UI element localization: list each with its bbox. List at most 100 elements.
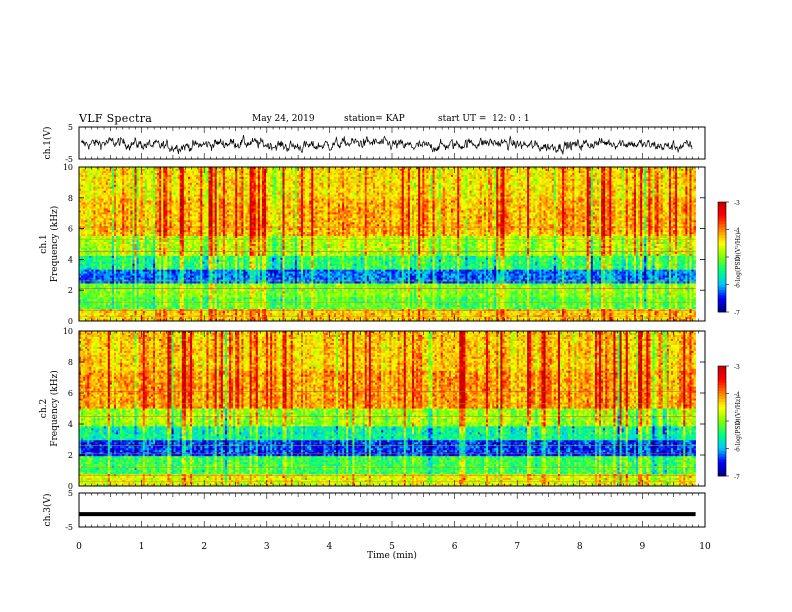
ch1-waveform-line (81, 135, 692, 154)
ch2-spec-colorbar-tick-label: -6 (734, 447, 740, 454)
xtick-label: 1 (139, 542, 145, 552)
ch1-spec-ylabel: Frequency (kHz) (49, 206, 60, 283)
ch1-spec-colorbar-cell (718, 235, 726, 238)
ch2-spec-ytick-label: 10 (63, 327, 73, 336)
ch2-spec-colorbar-cell (718, 399, 726, 402)
ch2-spec-colorbar-cell (718, 410, 726, 413)
ch1-spec-colorbar-cell (718, 285, 726, 288)
ch1-spec-colorbar-tick-label: -7 (734, 310, 740, 317)
ch1-spec-colorbar-cell (718, 227, 726, 230)
ch1-spec-colorbar-cell (718, 238, 726, 241)
ch1-spec-colorbar-cell (718, 249, 726, 252)
ch2-spec-colorbar-tick-label: -7 (734, 474, 740, 481)
ch1-spec-colorbar-cell (718, 271, 726, 274)
ch1-spec-colorbar-cell (718, 243, 726, 246)
ch1-spec-colorbar-cell (718, 219, 726, 222)
ch2-spec-colorbar-cell (718, 429, 726, 432)
ch1-spec-colorbar-cell (718, 213, 726, 216)
ch1-spec-channel-label: ch.1 (39, 234, 49, 253)
ch1-spec-colorbar-cell (718, 260, 726, 263)
ch1-spec-colorbar-cell (718, 221, 726, 224)
ch1-spec-colorbar-cell (718, 304, 726, 307)
ch1-spec-colorbar-cell (718, 265, 726, 268)
ch2-spec-ytick-label: 2 (68, 451, 73, 460)
ch2-spec-ytick-label: 4 (68, 420, 73, 429)
ch1-spec-colorbar-cell (718, 230, 726, 233)
ch1-spec-colorbar-cell (718, 296, 726, 299)
ch2-spec-colorbar-cell (718, 396, 726, 399)
ch2-spec-colorbar-cell (718, 416, 726, 419)
ch2-spec-colorbar-label: log(PSD)(V²/Hz) (735, 397, 742, 446)
ch2-spec-colorbar-cell (718, 377, 726, 380)
xaxis-label: Time (min) (367, 550, 417, 561)
ch2-spec-colorbar-cell (718, 462, 726, 465)
ch2-spec-colorbar-cell (718, 402, 726, 405)
ch2-spec-ylabel: Frequency (kHz) (49, 370, 60, 447)
ch1-spec-colorbar-cell (718, 276, 726, 279)
ch1-spec-ytick-label: 2 (68, 286, 73, 295)
ch2-spec-colorbar-cell (718, 454, 726, 457)
ch1-spec-colorbar-cell (718, 232, 726, 235)
ch1-spec-colorbar-cell (718, 301, 726, 304)
ch3-ytick-label: 5 (68, 489, 73, 498)
ch1-spec-colorbar-cell (718, 224, 726, 227)
ch1-spec-colorbar-cell (718, 202, 726, 205)
xtick-label: 7 (514, 542, 520, 552)
ch2-spec-colorbar-cell (718, 388, 726, 391)
ch2-spec-colorbar-cell (718, 446, 726, 449)
ch2-spec-colorbar-cell (718, 372, 726, 375)
ch1-spec-colorbar-cell (718, 210, 726, 213)
ch1-spec-colorbar-cell (718, 307, 726, 310)
ch1-spec-colorbar-cell (718, 263, 726, 266)
ch2-spec-ytick-label: 8 (68, 358, 73, 367)
ch1-spec-colorbar-cell (718, 282, 726, 285)
ch1-spec-colorbar-cell (718, 205, 726, 208)
xtick-label: 6 (452, 542, 458, 552)
ch1-spec-colorbar-label: log(PSD)(V²/Hz) (735, 233, 742, 282)
ch1-spec-ytick-label: 0 (68, 317, 73, 326)
ch3-ytick-label: -5 (65, 523, 73, 532)
ch1-spec-ytick-label: 4 (68, 255, 73, 264)
ch2-spec-colorbar-cell (718, 432, 726, 435)
ch2-spec-colorbar-cell (718, 451, 726, 454)
ch1-spec-colorbar-cell (718, 241, 726, 244)
ch1-spec-heatmap-cells (79, 167, 696, 321)
ch2-spec-channel-label: ch.2 (39, 399, 49, 418)
ch2-spec-colorbar-cell (718, 435, 726, 438)
ch2-spec-colorbar-cell (718, 383, 726, 386)
ch1-spec-colorbar-cell (718, 290, 726, 293)
ch1-spec-colorbar-cell (718, 216, 726, 219)
ch2-spec-heatmap-cells (79, 331, 696, 486)
ch1-spec-colorbar-cell (718, 293, 726, 296)
ch1-ytick-label: 5 (68, 123, 73, 132)
ch2-spec-colorbar-cell (718, 407, 726, 410)
xtick-label: 9 (640, 542, 646, 552)
xtick-label: 0 (76, 542, 82, 552)
ch2-spec-colorbar-cell (718, 421, 726, 424)
ch2-spec-colorbar-cell (718, 394, 726, 397)
ch2-spec-colorbar-cell (718, 424, 726, 427)
ch1-spec-colorbar-cell (718, 252, 726, 255)
ch2-spec-colorbar-cell (718, 449, 726, 452)
ch1-spec-ytick-label: 10 (63, 163, 73, 172)
ch2-spec-colorbar-cell (718, 366, 726, 369)
ch2-spec-colorbar-cell (718, 427, 726, 430)
ch2-spec-colorbar-tick-label: -3 (734, 364, 740, 371)
ch2-spec-colorbar-cell (718, 457, 726, 460)
ch1-ylabel: ch.1(V) (42, 127, 53, 160)
ch1-spec-ytick-label: 8 (68, 194, 73, 203)
ch1-spec-colorbar-cell (718, 298, 726, 301)
ch1-spec-colorbar-cell (718, 274, 726, 277)
xtick-label: 3 (264, 542, 270, 552)
ch2-spec-colorbar-cell (718, 369, 726, 372)
ch2-spec-ytick-label: 6 (68, 389, 73, 398)
ch2-spec-colorbar-cell (718, 471, 726, 474)
ch2-spec-colorbar-cell (718, 465, 726, 468)
ch1-spec-colorbar-cell (718, 246, 726, 249)
ch2-spec-colorbar-cell (718, 418, 726, 421)
ch2-spec-colorbar-cell (718, 440, 726, 443)
ch2-spec-colorbar-cell (718, 468, 726, 471)
ch2-spec-colorbar-cell (718, 385, 726, 388)
ch1-spec-colorbar-tick-label: -6 (734, 283, 740, 290)
